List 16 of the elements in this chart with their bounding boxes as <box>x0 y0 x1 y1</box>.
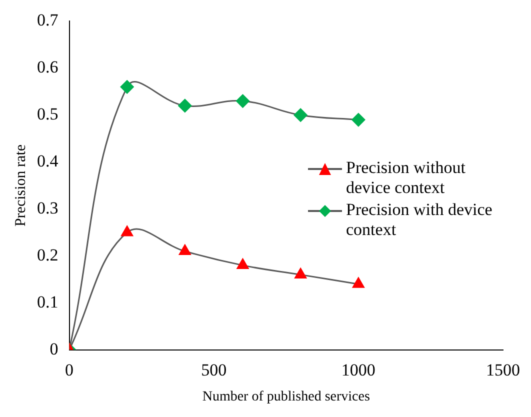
y-tick-label: 0 <box>50 339 58 358</box>
x-tick-label: 0 <box>65 360 74 380</box>
y-tick-label: 0.5 <box>37 104 58 124</box>
x-tick-label: 500 <box>201 360 227 380</box>
y-tick-label: 0.7 <box>37 10 59 30</box>
y-tick-label: 0.4 <box>37 151 59 170</box>
legend-label: Precision with device context <box>346 200 494 240</box>
x-tick-label: 1500 <box>486 360 520 380</box>
x-axis-title: Number of published services <box>202 389 370 404</box>
y-tick-label: 0.3 <box>37 198 58 218</box>
y-tick-label: 0.1 <box>37 292 58 312</box>
legend-label: Precision without device context <box>346 158 466 198</box>
x-tick-label: 1000 <box>341 360 376 380</box>
y-axis-title: Precision rate <box>12 144 29 227</box>
y-tick-label: 0.6 <box>37 58 58 77</box>
y-tick-label: 0.2 <box>37 245 58 264</box>
